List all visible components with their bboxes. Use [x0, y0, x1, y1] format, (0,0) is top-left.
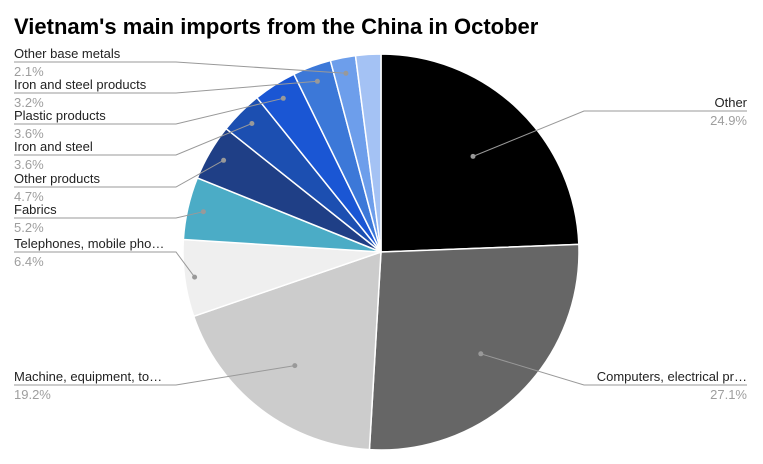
- leader-dot-2: [292, 363, 298, 369]
- leader-line-0: [472, 110, 747, 157]
- slice-label-5: Other products: [14, 171, 100, 186]
- leader-line-6: [14, 123, 253, 156]
- slice-percent-7: 3.6%: [14, 126, 44, 141]
- slice-percent-6: 3.6%: [14, 157, 44, 172]
- leader-line-8: [14, 80, 318, 94]
- slice-label-4: Fabrics: [14, 202, 57, 217]
- leader-dot-6: [249, 121, 255, 126]
- leader-dot-9: [343, 70, 349, 76]
- leader-dot-5: [221, 157, 227, 163]
- leader-line-7: [14, 97, 284, 125]
- slice-percent-3: 6.4%: [14, 254, 44, 269]
- slice-label-9: Other base metals: [14, 46, 121, 61]
- slice-percent-2: 19.2%: [14, 387, 51, 402]
- leader-line-5: [14, 159, 224, 188]
- slice-percent-8: 3.2%: [14, 95, 44, 110]
- leader-dot-3: [192, 274, 198, 280]
- leader-dot-8: [314, 78, 320, 84]
- slice-percent-9: 2.1%: [14, 64, 44, 79]
- leader-dot-0: [470, 153, 476, 159]
- slice-label-1: Computers, electrical pr…: [597, 369, 747, 384]
- slice-labels: Other 24.9% Computers, electrical pr… 27.1%…: [14, 46, 748, 402]
- pie-slice-10: [354, 53, 382, 253]
- slice-label-8: Iron and steel products: [14, 77, 147, 92]
- pie-slice-2: [192, 250, 382, 451]
- pie-slice-1: [368, 243, 580, 451]
- leader-line-4: [14, 211, 204, 219]
- leader-line-9: [14, 61, 346, 74]
- slice-label-2: Machine, equipment, to…: [14, 369, 162, 384]
- slice-label-6: Iron and steel: [14, 139, 93, 154]
- chart-title: Vietnam's main imports from the China in…: [14, 14, 539, 39]
- slice-percent-1: 27.1%: [710, 387, 747, 402]
- leader-line-3: [14, 251, 196, 278]
- label-leaders: [14, 61, 747, 386]
- slice-label-7: Plastic products: [14, 108, 106, 123]
- leader-dot-7: [280, 95, 286, 101]
- pie-slices: [182, 53, 580, 451]
- leader-dot-1: [478, 351, 484, 357]
- slice-percent-4: 5.2%: [14, 220, 44, 235]
- slice-label-0: Other: [714, 95, 747, 110]
- leader-dot-4: [200, 209, 206, 215]
- leader-line-2: [14, 365, 295, 386]
- pie-slice-0: [380, 53, 580, 253]
- leader-line-1: [480, 353, 747, 386]
- slice-label-3: Telephones, mobile pho…: [14, 236, 164, 251]
- slice-percent-0: 24.9%: [710, 113, 747, 128]
- slice-percent-5: 4.7%: [14, 189, 44, 204]
